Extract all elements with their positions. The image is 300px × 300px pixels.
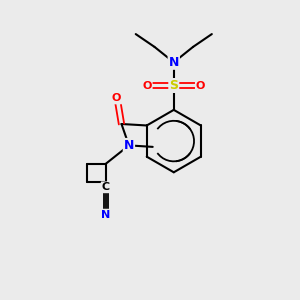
Text: O: O — [196, 80, 205, 91]
Text: O: O — [142, 80, 152, 91]
Text: N: N — [124, 139, 134, 152]
Text: N: N — [169, 56, 179, 69]
Text: S: S — [169, 79, 178, 92]
Text: O: O — [112, 93, 121, 103]
Text: C: C — [102, 182, 110, 192]
Text: N: N — [101, 210, 110, 220]
